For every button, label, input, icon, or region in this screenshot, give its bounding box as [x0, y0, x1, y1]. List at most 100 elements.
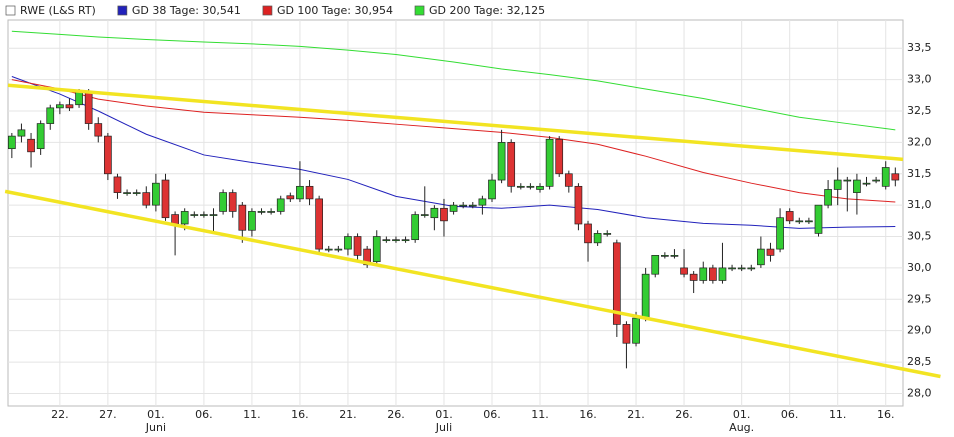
candle-body [56, 104, 64, 109]
candle-body [824, 189, 832, 206]
x-tick-label: 01. [435, 408, 453, 421]
candle-body [593, 233, 602, 244]
candle-body [689, 273, 698, 281]
candle-body [526, 185, 535, 188]
y-tick-label: 32,5 [907, 104, 932, 117]
candle-body [75, 91, 83, 106]
candle-body [94, 123, 103, 137]
candle-body [795, 220, 804, 223]
candle-body [622, 324, 631, 344]
candle-body [286, 195, 295, 200]
y-tick-label: 30,0 [907, 261, 932, 274]
candle-body [392, 239, 400, 242]
candle-body [497, 142, 506, 181]
candle-body [507, 142, 516, 187]
candle-body [411, 214, 420, 241]
x-tick-label: 11. [243, 408, 261, 421]
candle-body [574, 185, 583, 225]
candle-body [891, 173, 900, 181]
y-tick-label: 31,0 [907, 198, 932, 211]
candle-body [152, 182, 160, 206]
candle-body [632, 317, 640, 344]
y-tick-label: 31,5 [907, 167, 932, 180]
candle-body [113, 176, 122, 193]
candle-body [334, 248, 343, 251]
candle-body [104, 135, 112, 175]
candle-body [401, 239, 410, 242]
candle-body [785, 211, 794, 222]
moving-average-line [11, 79, 896, 203]
candle-body [651, 255, 660, 275]
candle-body [564, 173, 573, 187]
y-tick-label: 29,0 [907, 324, 932, 337]
candle-body [161, 179, 170, 219]
candle-body [324, 248, 333, 251]
x-tick-label: 01. [147, 408, 165, 421]
x-tick-label: 01. [733, 408, 751, 421]
legend-swatch [5, 5, 16, 16]
x-tick-label: 16. [579, 408, 597, 421]
candle-body [699, 267, 708, 281]
x-tick-label: 26. [387, 408, 405, 421]
candle-body [27, 138, 35, 153]
candle-body [584, 223, 592, 244]
x-tick-label: 16. [877, 408, 895, 421]
candle-body [440, 207, 448, 222]
candle-body [228, 192, 237, 212]
candle-body [728, 267, 736, 270]
candle-body [36, 123, 45, 150]
month-label: Juni [145, 421, 166, 434]
candle-body [555, 138, 564, 175]
candle-body [276, 198, 285, 212]
trend-line [7, 83, 904, 162]
candle-body [612, 242, 621, 325]
candle-body [833, 179, 842, 190]
candle-body [267, 211, 275, 213]
candle-body [190, 214, 199, 216]
candle-body [200, 214, 208, 216]
candle-body [353, 236, 362, 256]
x-tick-label: 06. [195, 408, 213, 421]
candle-body [862, 182, 871, 185]
candle-body [449, 204, 458, 212]
candle-body [468, 204, 477, 207]
candle-body [757, 248, 765, 266]
candle-body [718, 267, 727, 281]
candle-body [805, 220, 813, 223]
candle-body [853, 179, 861, 193]
x-tick-label: 11. [531, 408, 549, 421]
y-tick-label: 30,5 [907, 230, 932, 243]
candle-body [305, 185, 314, 200]
candle-body [603, 233, 612, 235]
candle-body [46, 107, 55, 124]
candle-body [814, 204, 823, 234]
candle-body [776, 217, 784, 250]
candle-body [123, 192, 131, 194]
x-tick-label: 21. [339, 408, 357, 421]
y-tick-label: 29,5 [907, 292, 932, 305]
month-label: Aug. [729, 421, 754, 434]
candle-body [420, 214, 429, 216]
x-tick-label: 11. [829, 408, 847, 421]
candle-body [670, 255, 679, 257]
candle-body [709, 267, 717, 281]
legend-swatch [117, 5, 128, 16]
candle-body [219, 192, 227, 212]
candle-body [516, 185, 525, 188]
candle-body [478, 198, 487, 206]
candle-body [881, 167, 890, 187]
candle-body [372, 236, 381, 262]
candle-body [7, 135, 16, 150]
candle-body [747, 267, 756, 270]
candle-body [459, 204, 468, 207]
candle-body [296, 185, 304, 200]
candle-body [142, 192, 151, 206]
candle-body [238, 204, 247, 231]
candle-body [680, 267, 688, 275]
x-tick-label: 06. [781, 408, 799, 421]
x-tick-label: 26. [675, 408, 693, 421]
x-tick-label: 06. [483, 408, 501, 421]
legend-label: GD 38 Tage: 30,541 [132, 4, 241, 17]
x-tick-label: 22. [51, 408, 69, 421]
